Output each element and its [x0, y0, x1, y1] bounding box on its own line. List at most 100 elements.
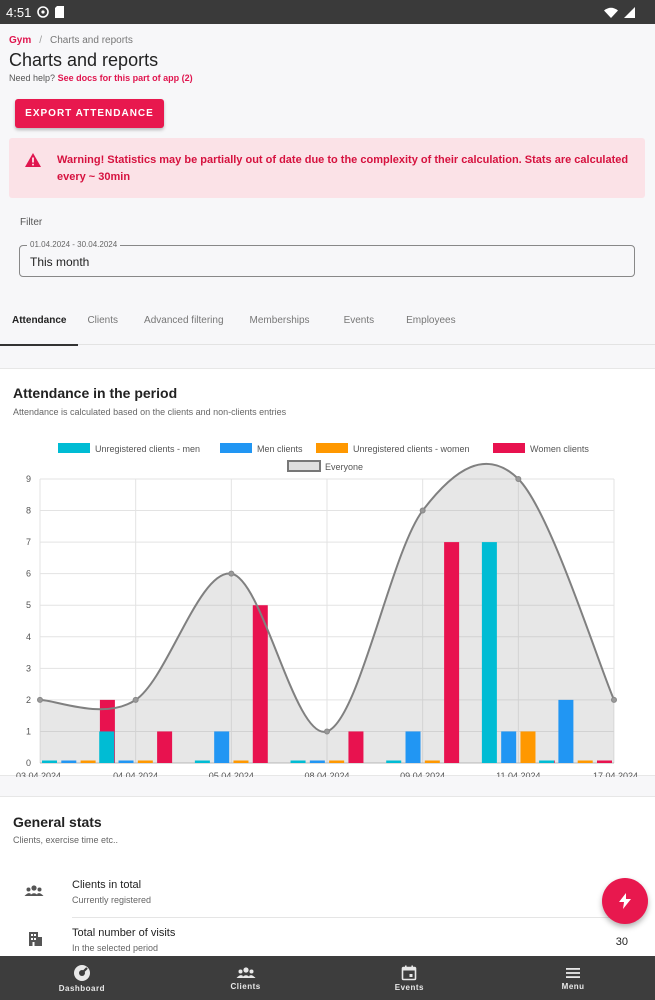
bar — [405, 731, 421, 763]
dashboard-icon — [73, 964, 90, 981]
attendance-subtitle: Attendance is calculated based on the cl… — [13, 407, 287, 417]
vpn-icon — [37, 6, 50, 18]
x-tick-label: 08.04.2024 — [304, 771, 349, 777]
filter-label: Filter — [20, 217, 43, 228]
tab-memberships[interactable]: Memberships — [249, 315, 310, 326]
legend-label: Women clients — [530, 444, 589, 454]
group-icon — [236, 966, 256, 978]
bar — [157, 731, 173, 763]
breadcrumb-separator: / — [39, 35, 43, 46]
y-tick-label: 2 — [26, 695, 31, 705]
warning-text: Warning! Statistics may be partially out… — [57, 154, 629, 183]
legend-label: Everyone — [325, 462, 363, 472]
y-tick-label: 4 — [26, 632, 31, 642]
bar — [61, 760, 77, 763]
nav-dashboard[interactable]: Dashboard — [0, 956, 164, 1000]
nav-events[interactable]: Events — [328, 956, 492, 1000]
attendance-card: Attendance in the period Attendance is c… — [0, 368, 655, 777]
main-content: Gym / Charts and reports Charts and report… — [0, 24, 655, 956]
bar — [99, 731, 115, 763]
everyone-point — [419, 507, 426, 514]
tab-clients[interactable]: Clients — [87, 315, 119, 326]
building-icon — [29, 932, 42, 946]
everyone-line — [39, 462, 615, 733]
bar — [424, 760, 440, 763]
bar — [214, 731, 230, 763]
everyone-point — [515, 476, 522, 482]
y-tick-label: 8 — [26, 506, 31, 516]
signal-icon — [624, 6, 635, 18]
attendance-chart: 0 1 2 3 4 5 6 7 8 9 03.04.2024 04.04.2024 05.04.2024… — [16, 443, 638, 777]
warning-banner: Warning! Statistics may be partially out… — [9, 138, 645, 198]
everyone-point — [37, 696, 43, 703]
stat-divider — [72, 917, 635, 918]
everyone-area — [40, 463, 614, 763]
help-text: Need help? — [9, 73, 56, 83]
x-tick-label: 09.04.2024 — [400, 771, 445, 777]
stat-label: Total number of visits — [72, 927, 176, 939]
stat-value: 30 — [615, 936, 628, 948]
tab-events[interactable]: Events — [343, 315, 375, 326]
y-tick-label: 3 — [26, 663, 31, 673]
general-stats-title: General stats — [13, 814, 102, 830]
tab-bar: Attendance Clients Advanced filtering Me… — [0, 306, 655, 346]
status-bar: 4:51 — [0, 0, 655, 24]
bar — [558, 699, 574, 763]
quick-action-button[interactable] — [602, 878, 648, 924]
bar — [386, 760, 402, 763]
export-attendance-button[interactable]: EXPORT ATTENDANCE — [15, 99, 164, 128]
tab-advanced-filtering[interactable]: Advanced filtering — [144, 315, 224, 326]
stat-sublabel: Currently registered — [72, 895, 152, 905]
legend-swatch — [316, 443, 348, 453]
page-title: Charts and reports — [9, 50, 159, 70]
tab-attendance[interactable]: Attendance — [0, 306, 79, 346]
nav-clients[interactable]: Clients — [164, 956, 328, 1000]
bar — [42, 760, 57, 763]
nav-label: Clients — [230, 981, 261, 991]
y-tick-label: 9 — [26, 474, 31, 484]
bar — [194, 760, 210, 763]
nav-label: Menu — [561, 981, 585, 991]
y-tick-label: 1 — [26, 726, 31, 736]
bar — [348, 731, 364, 763]
bar — [80, 760, 96, 763]
breadcrumb: Gym / Charts and reports — [9, 35, 133, 46]
general-stats-card: General stats Clients, exercise time etc… — [0, 796, 655, 956]
legend-swatch — [220, 443, 252, 453]
x-tick-label: 17.04.2024 — [593, 771, 638, 777]
legend-label: Unregistered clients - women — [353, 444, 470, 454]
calendar-icon — [402, 965, 417, 980]
stat-sublabel: In the selected period — [72, 943, 159, 953]
x-tick-label: 11.04.2024 — [496, 771, 540, 777]
legend-label: Unregistered clients - men — [95, 444, 200, 454]
x-tick-label: 05.04.2024 — [209, 771, 254, 777]
attendance-title: Attendance in the period — [13, 385, 178, 401]
bar — [290, 760, 306, 763]
bar — [597, 760, 612, 763]
group-icon — [24, 885, 44, 896]
bar — [252, 605, 268, 763]
stat-label: Clients in total — [72, 879, 142, 891]
menu-icon — [566, 967, 581, 978]
nav-label: Dashboard — [58, 983, 106, 993]
tab-employees[interactable]: Employees — [406, 315, 456, 326]
bar — [444, 542, 460, 763]
period-select[interactable]: 01.04.2024 - 30.04.2024 This month — [19, 240, 635, 277]
docs-link[interactable]: See docs for this part of app (2) — [57, 73, 193, 83]
stat-row-clients-total: Clients in total Currently registered — [20, 873, 635, 917]
bar — [520, 731, 536, 763]
y-tick-label: 6 — [26, 569, 31, 579]
wifi-icon — [604, 7, 618, 18]
legend-swatch — [58, 443, 90, 453]
bar — [539, 760, 555, 763]
lightning-icon — [619, 893, 631, 909]
bottom-navigation: Dashboard Clients Events Menu — [0, 956, 655, 1000]
bar — [481, 542, 497, 763]
y-tick-label: 0 — [26, 758, 31, 768]
breadcrumb-gym[interactable]: Gym — [9, 35, 32, 46]
x-tick-label: 04.04.2024 — [113, 771, 158, 777]
bar — [118, 760, 134, 763]
nav-label: Events — [394, 982, 424, 992]
bar — [501, 731, 517, 763]
nav-menu[interactable]: Menu — [491, 956, 655, 1000]
